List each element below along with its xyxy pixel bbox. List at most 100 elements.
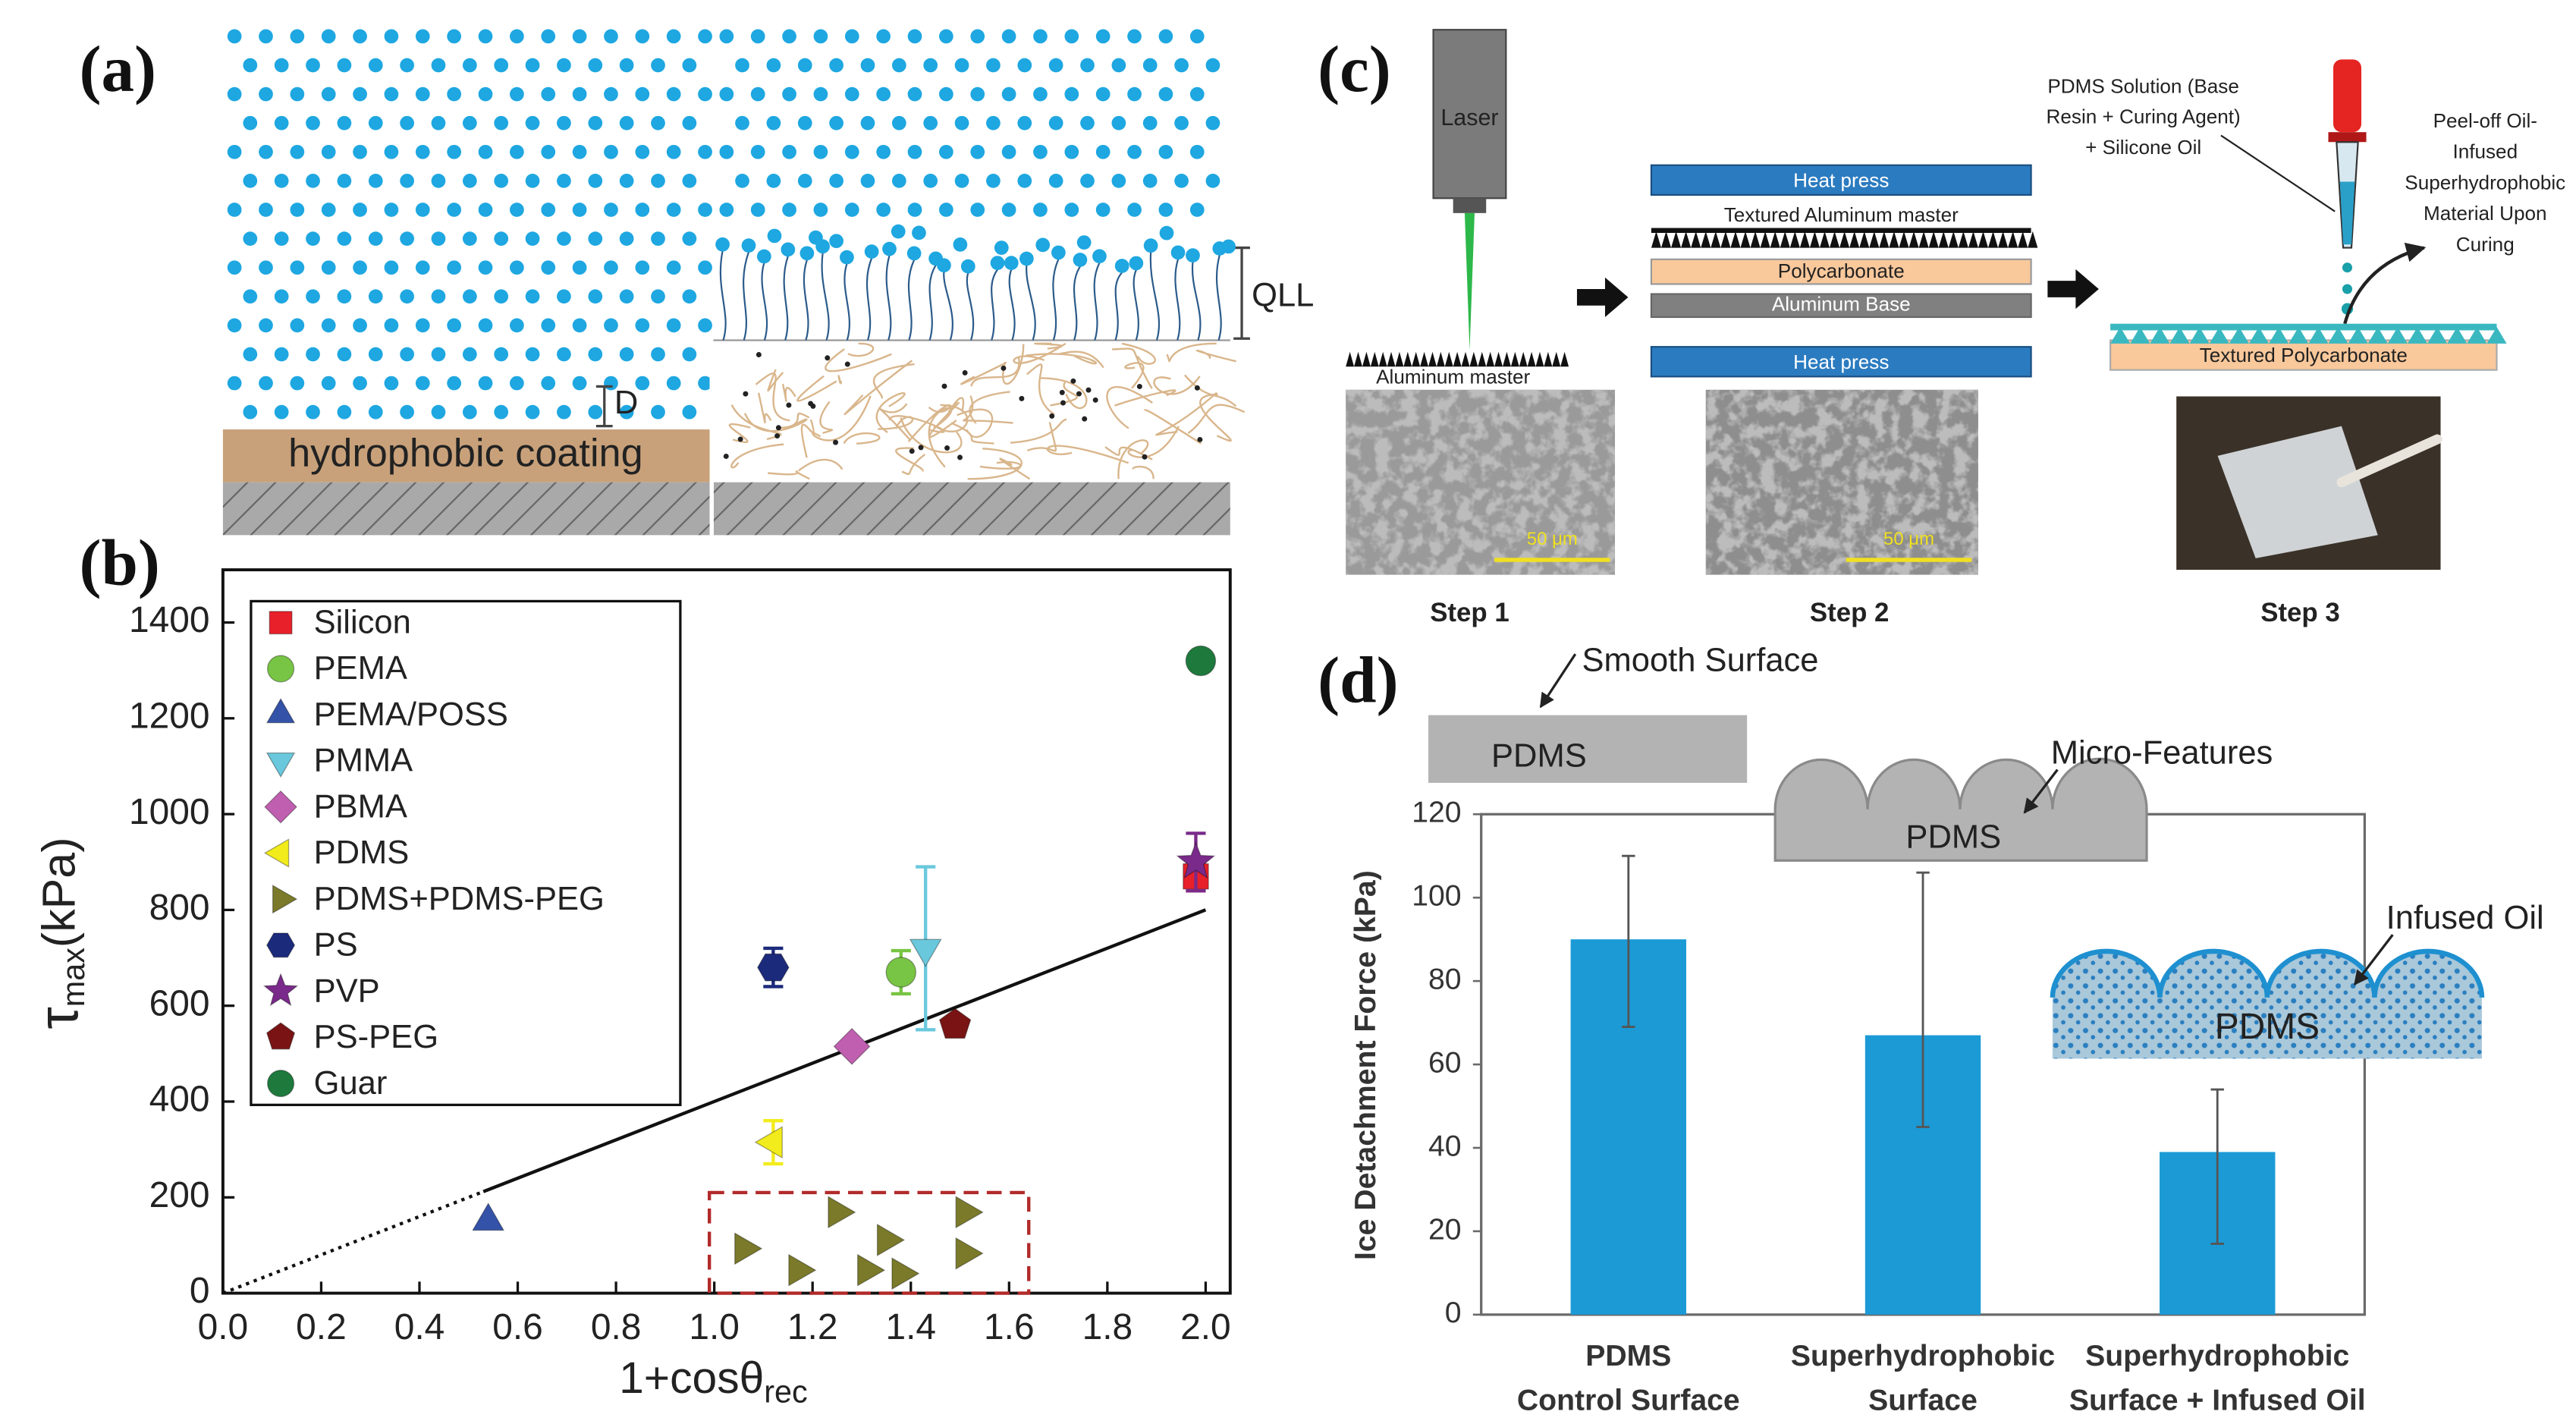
- water-dot: [462, 58, 477, 73]
- panel-c: Laser Aluminum master 50 μm Heat press T…: [1346, 29, 2565, 627]
- water-dot: [290, 318, 305, 333]
- water-dot: [447, 203, 462, 217]
- water-dot: [431, 115, 446, 130]
- polymer-chain: [843, 432, 881, 445]
- crosslink: [1136, 383, 1142, 389]
- brush: [803, 259, 809, 341]
- water-dot: [1158, 86, 1173, 102]
- dropper-bulb: [2333, 59, 2361, 133]
- water-dot: [494, 58, 509, 73]
- legend-label: PVP: [314, 973, 380, 1009]
- marker: [267, 655, 295, 683]
- water-dot: [415, 318, 430, 333]
- water-dot: [368, 289, 383, 304]
- water-dot: [750, 86, 765, 102]
- x-axis-title-sub: rec: [764, 1374, 807, 1409]
- water-dot: [227, 29, 242, 44]
- water-dot: [844, 86, 859, 102]
- polymer-chain: [970, 357, 1020, 387]
- water-dot: [666, 318, 681, 333]
- crosslink: [918, 445, 924, 451]
- crosslink: [1082, 416, 1088, 422]
- water-dot: [876, 86, 891, 102]
- water-dot: [259, 318, 273, 333]
- heat-press-label: Heat press: [1793, 168, 1889, 191]
- water-dot: [619, 347, 634, 362]
- water-dot: [337, 289, 352, 304]
- polymer-chain: [1010, 418, 1067, 444]
- brush: [1026, 265, 1036, 341]
- inset-label: PDMS: [1905, 819, 2001, 855]
- water-dot: [353, 203, 367, 217]
- polymer-chain: [900, 417, 963, 454]
- water-dot: [635, 260, 650, 275]
- peel-label: Infused: [2452, 140, 2518, 163]
- brush: [1132, 269, 1139, 341]
- water-dot: [891, 115, 906, 130]
- water-dot: [557, 289, 571, 304]
- y-tick-label: 400: [149, 1080, 210, 1120]
- substrate: [222, 482, 1230, 536]
- x-tick-label: 1.2: [787, 1307, 838, 1347]
- water-dot: [829, 58, 843, 73]
- legend-label: PS: [314, 927, 358, 963]
- water-dot: [415, 203, 430, 217]
- water-dot: [1076, 235, 1092, 250]
- water-dot: [368, 404, 383, 420]
- water-dot: [337, 115, 352, 130]
- water-dot: [510, 376, 524, 391]
- marker: [272, 884, 298, 914]
- water-dot: [306, 347, 320, 362]
- water-dot: [635, 203, 650, 217]
- water-dot: [572, 203, 587, 217]
- brush: [1149, 252, 1161, 341]
- drop: [2342, 284, 2353, 294]
- water-dot: [829, 234, 843, 249]
- marker: [264, 790, 297, 824]
- sem-texture: [1346, 389, 1616, 575]
- panel-d-insets: Smooth Surface PDMS PDMS Micro-Features …: [1428, 642, 2544, 1059]
- water-dot: [750, 144, 765, 159]
- polymer-chain: [1026, 422, 1057, 452]
- polymer-chain: [1034, 342, 1063, 350]
- water-dot: [337, 404, 352, 420]
- water-dot: [1159, 225, 1174, 240]
- water-dot: [384, 260, 399, 275]
- water-dot: [782, 203, 796, 217]
- water-dot: [306, 174, 320, 188]
- water-dot: [1001, 144, 1016, 159]
- polymer-chain: [757, 392, 772, 423]
- water-dot: [970, 29, 985, 44]
- water-dot: [353, 260, 367, 275]
- marker: [266, 1022, 296, 1050]
- polymer-chain: [957, 408, 994, 439]
- laser-body: [1432, 29, 1507, 200]
- water-dot: [227, 144, 242, 159]
- legend-label: Guar: [314, 1065, 388, 1102]
- water-dot: [954, 174, 969, 188]
- water-dot: [860, 58, 875, 73]
- textured-pc-label: Textured Polycarbonate: [2200, 344, 2408, 366]
- water-dot: [1174, 58, 1189, 73]
- water-dot: [384, 203, 399, 217]
- y-tick-label: 40: [1428, 1130, 1462, 1162]
- water-dot: [259, 29, 273, 44]
- water-dot: [447, 318, 462, 333]
- water-dot: [682, 174, 697, 188]
- water-dot: [666, 260, 681, 275]
- water-dot: [735, 115, 749, 130]
- peel-arrow: [2343, 242, 2427, 325]
- water-dot: [541, 318, 556, 333]
- textured-polycarbonate: [2109, 339, 2498, 371]
- brush: [966, 272, 975, 341]
- legend-label: PDMS: [314, 835, 410, 871]
- textured-master-label: Textured Aluminum master: [1724, 203, 1959, 226]
- water-dot: [588, 289, 603, 304]
- water-dot: [800, 246, 815, 261]
- water-dot: [243, 347, 258, 362]
- heat-press: [1650, 164, 2032, 196]
- polymer-chain: [1013, 342, 1067, 364]
- water-dot: [986, 58, 1001, 73]
- water-dot: [986, 115, 1001, 130]
